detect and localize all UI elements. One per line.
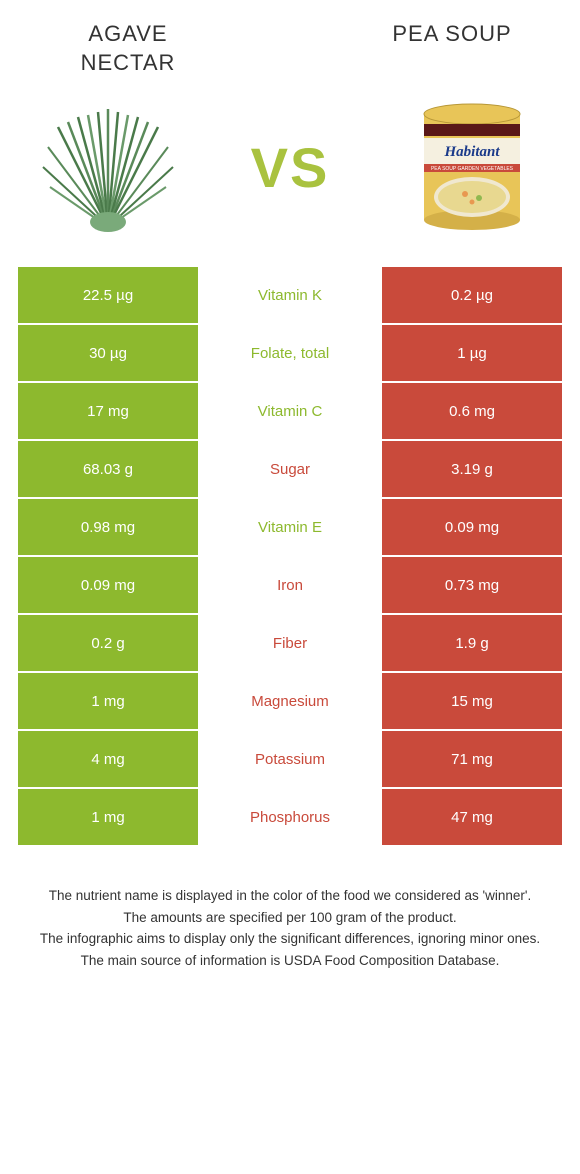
svg-text:PEA SOUP GARDEN VEGETABLES: PEA SOUP GARDEN VEGETABLES	[431, 166, 514, 172]
left-value-cell: 30 µg	[18, 325, 198, 381]
nutrient-label: Vitamin C	[258, 403, 323, 420]
nutrient-label-cell: Fiber	[200, 615, 380, 671]
header: AGAVE NECTAR PEA SOUP	[18, 20, 562, 77]
footer-line2: The amounts are specified per 100 gram o…	[38, 907, 542, 929]
agave-icon	[38, 97, 178, 237]
table-row: 0.98 mg Vitamin E 0.09 mg	[18, 499, 562, 555]
svg-text:Habitant: Habitant	[443, 144, 500, 160]
right-title: PEA SOUP	[392, 21, 511, 46]
left-value-cell: 68.03 g	[18, 441, 198, 497]
right-value-cell: 1 µg	[382, 325, 562, 381]
nutrient-label: Folate, total	[251, 345, 329, 362]
left-value-cell: 0.98 mg	[18, 499, 198, 555]
right-food-image: Habitant PEA SOUP GARDEN VEGETABLES	[402, 97, 542, 237]
nutrient-label: Iron	[277, 577, 303, 594]
nutrient-label: Phosphorus	[250, 809, 330, 826]
comparison-table: 22.5 µg Vitamin K 0.2 µg 30 µg Folate, total…	[18, 267, 562, 845]
left-value-cell: 0.2 g	[18, 615, 198, 671]
nutrient-label: Fiber	[273, 635, 307, 652]
right-value-cell: 0.09 mg	[382, 499, 562, 555]
table-row: 30 µg Folate, total 1 µg	[18, 325, 562, 381]
nutrient-label: Vitamin K	[258, 287, 322, 304]
left-title-line1: AGAVE	[88, 21, 167, 46]
vs-label: VS	[251, 135, 330, 200]
table-row: 17 mg Vitamin C 0.6 mg	[18, 383, 562, 439]
nutrient-label-cell: Vitamin K	[200, 267, 380, 323]
left-food-image	[38, 97, 178, 237]
right-value-cell: 15 mg	[382, 673, 562, 729]
right-value-cell: 0.6 mg	[382, 383, 562, 439]
right-value-cell: 1.9 g	[382, 615, 562, 671]
nutrient-label-cell: Potassium	[200, 731, 380, 787]
nutrient-label: Vitamin E	[258, 519, 322, 536]
table-row: 0.09 mg Iron 0.73 mg	[18, 557, 562, 613]
left-value-cell: 1 mg	[18, 673, 198, 729]
nutrient-label: Potassium	[255, 751, 325, 768]
images-row: VS Habitant PEA SOUP GARDEN VEGETABLES	[18, 97, 562, 237]
right-value-cell: 0.2 µg	[382, 267, 562, 323]
left-food-title: AGAVE NECTAR	[48, 20, 208, 77]
table-row: 0.2 g Fiber 1.9 g	[18, 615, 562, 671]
nutrient-label-cell: Vitamin C	[200, 383, 380, 439]
nutrient-label: Sugar	[270, 461, 310, 478]
table-row: 1 mg Magnesium 15 mg	[18, 673, 562, 729]
right-value-cell: 3.19 g	[382, 441, 562, 497]
table-row: 68.03 g Sugar 3.19 g	[18, 441, 562, 497]
footer-line3: The infographic aims to display only the…	[38, 928, 542, 950]
nutrient-label-cell: Vitamin E	[200, 499, 380, 555]
nutrient-label: Magnesium	[251, 693, 329, 710]
table-row: 22.5 µg Vitamin K 0.2 µg	[18, 267, 562, 323]
right-value-cell: 47 mg	[382, 789, 562, 845]
nutrient-label-cell: Sugar	[200, 441, 380, 497]
soup-can-icon: Habitant PEA SOUP GARDEN VEGETABLES	[417, 102, 527, 232]
table-row: 4 mg Potassium 71 mg	[18, 731, 562, 787]
right-value-cell: 0.73 mg	[382, 557, 562, 613]
table-row: 1 mg Phosphorus 47 mg	[18, 789, 562, 845]
left-value-cell: 22.5 µg	[18, 267, 198, 323]
left-value-cell: 4 mg	[18, 731, 198, 787]
right-value-cell: 71 mg	[382, 731, 562, 787]
left-value-cell: 17 mg	[18, 383, 198, 439]
footer-line1: The nutrient name is displayed in the co…	[38, 885, 542, 907]
nutrient-label-cell: Folate, total	[200, 325, 380, 381]
nutrient-label-cell: Phosphorus	[200, 789, 380, 845]
left-value-cell: 0.09 mg	[18, 557, 198, 613]
right-food-title: PEA SOUP	[372, 20, 532, 49]
left-title-line2: NECTAR	[81, 50, 176, 75]
footer-notes: The nutrient name is displayed in the co…	[18, 885, 562, 971]
nutrient-label-cell: Magnesium	[200, 673, 380, 729]
footer-line4: The main source of information is USDA F…	[38, 950, 542, 972]
nutrient-label-cell: Iron	[200, 557, 380, 613]
left-value-cell: 1 mg	[18, 789, 198, 845]
